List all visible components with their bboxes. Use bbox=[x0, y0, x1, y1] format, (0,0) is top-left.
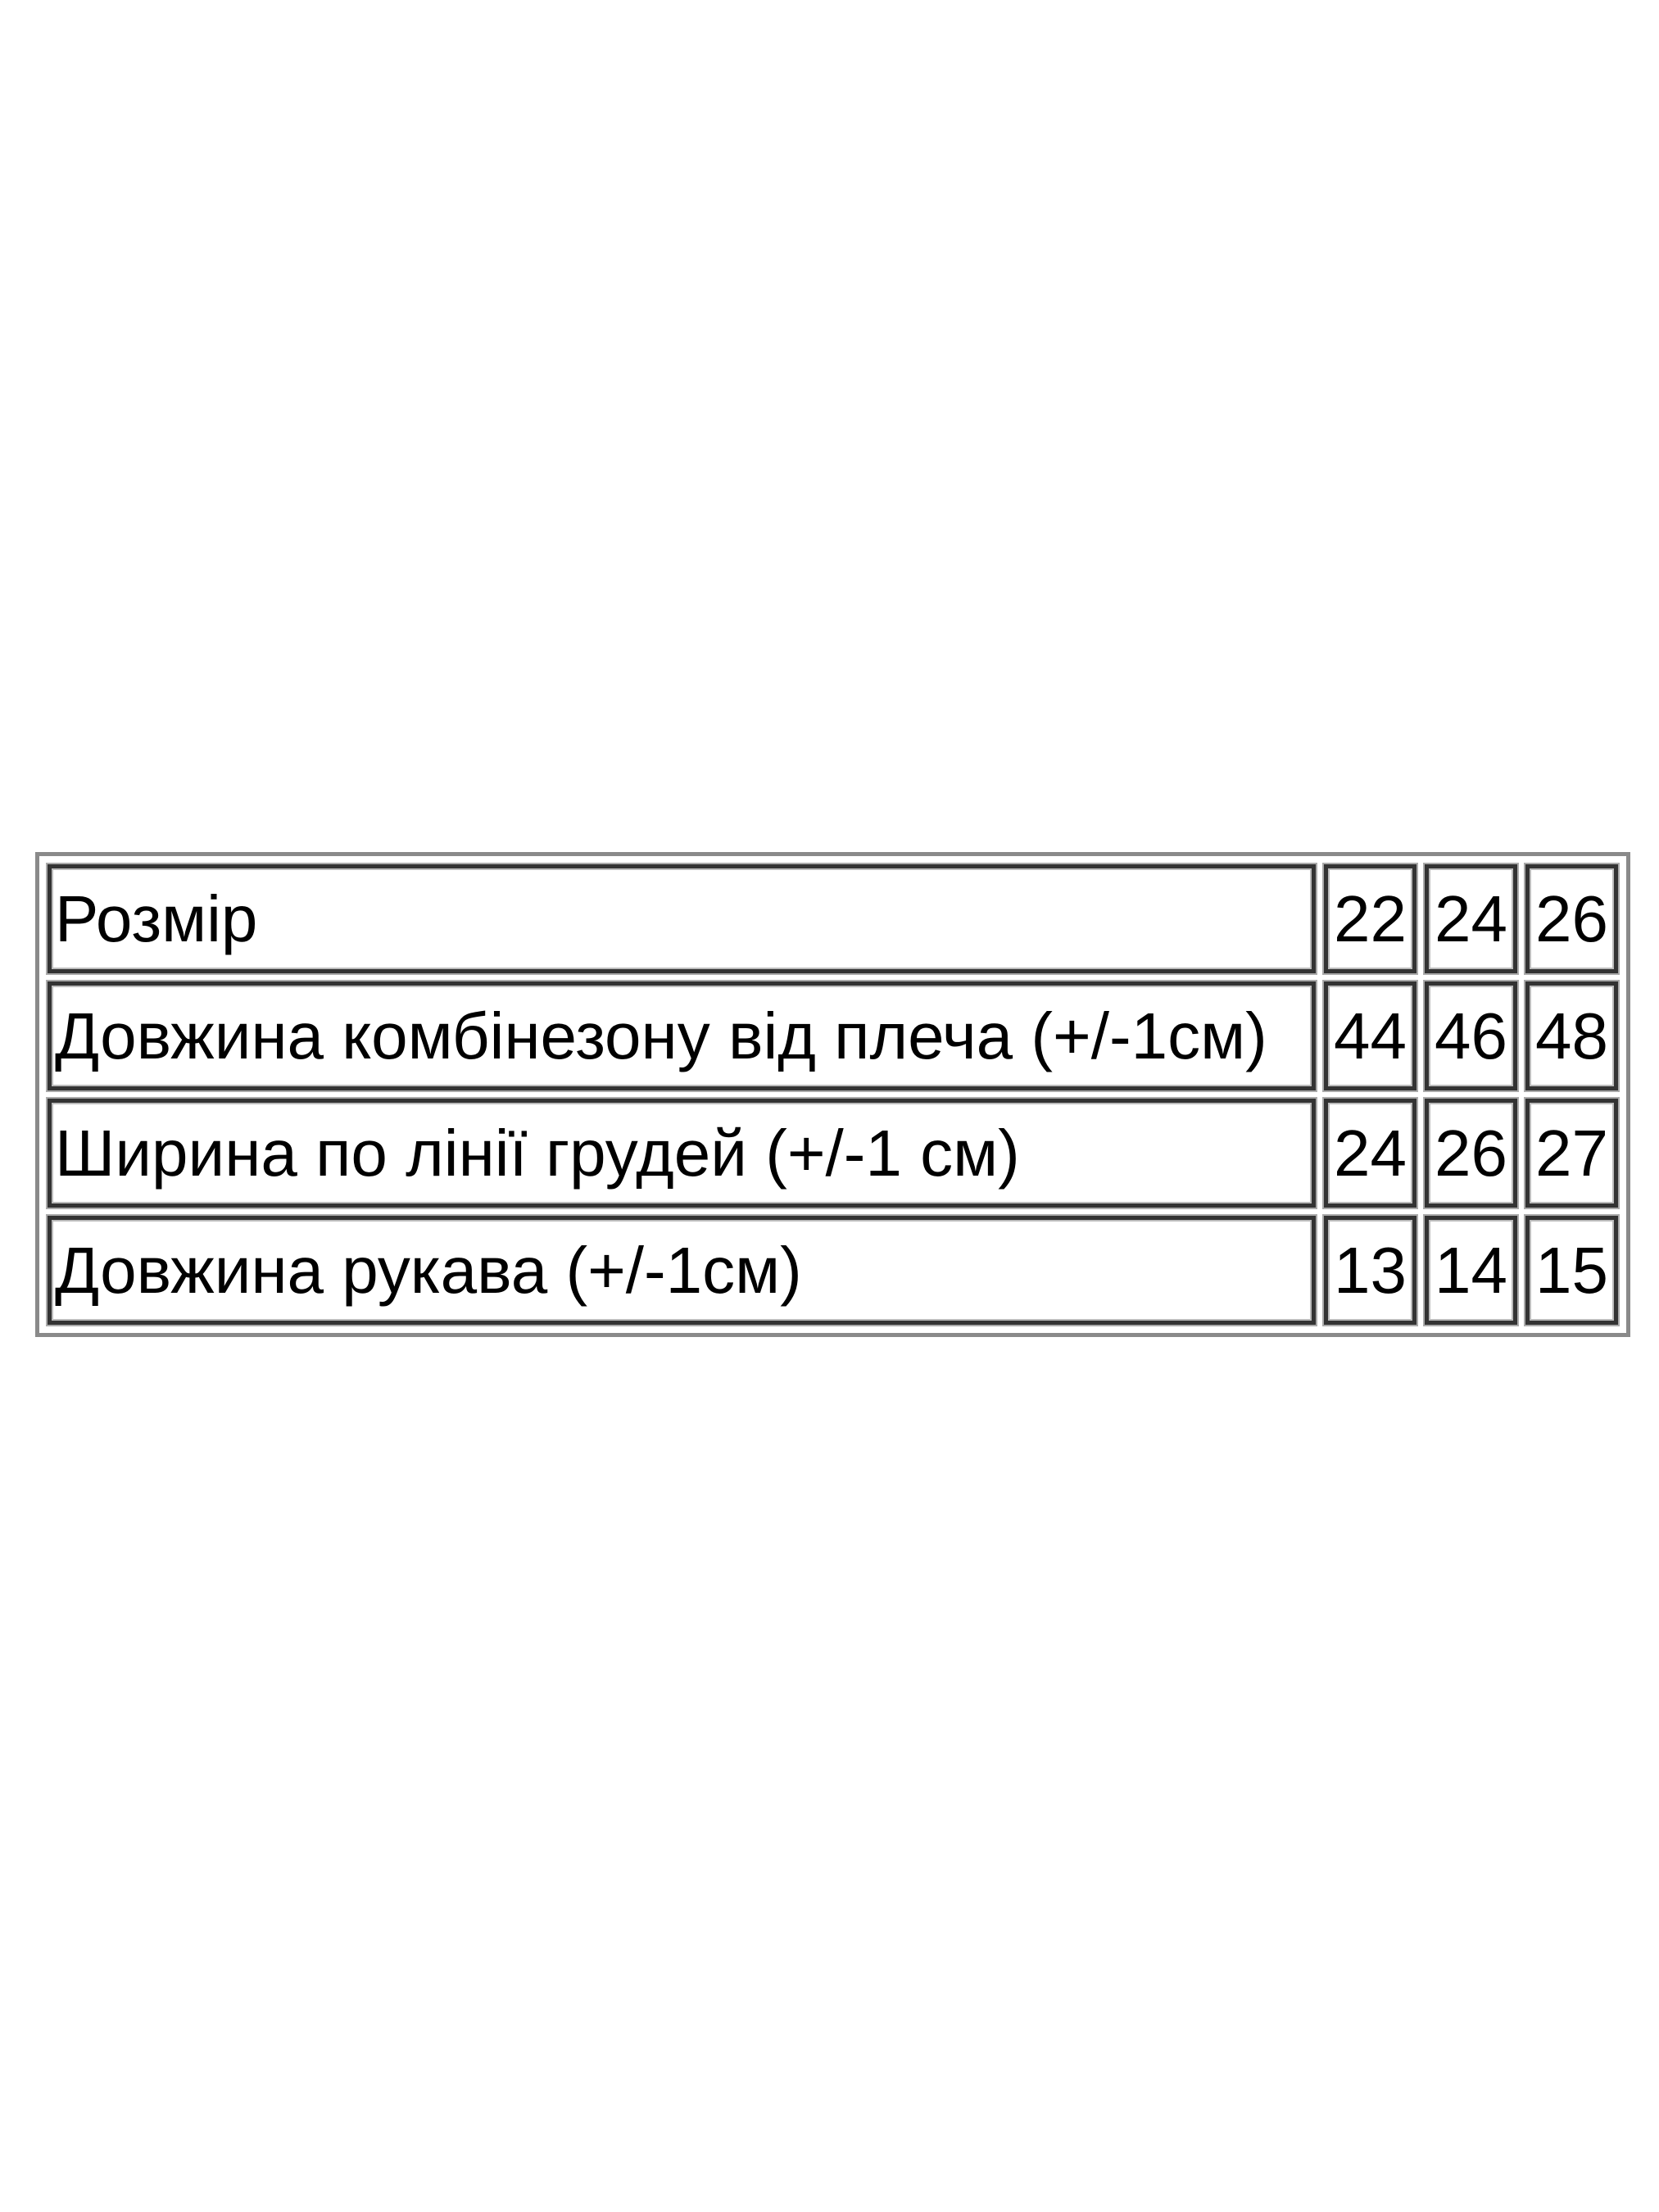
row-label: Розмір bbox=[48, 864, 1316, 973]
cell-value: 15 bbox=[1525, 1216, 1618, 1325]
cell-value: 48 bbox=[1525, 981, 1618, 1090]
size-chart-table: Розмір 22 24 26 Довжина комбінезону від … bbox=[35, 852, 1630, 1337]
cell-value: 27 bbox=[1525, 1099, 1618, 1208]
row-label: Довжина рукава (+/-1см) bbox=[48, 1216, 1316, 1325]
row-label: Ширина по лінії грудей (+/-1 см) bbox=[48, 1099, 1316, 1208]
cell-value: 46 bbox=[1425, 981, 1517, 1090]
table-row-size: Розмір 22 24 26 bbox=[48, 864, 1618, 973]
cell-value: 44 bbox=[1324, 981, 1416, 1090]
cell-value: 26 bbox=[1525, 864, 1618, 973]
table-row-chest-width: Ширина по лінії грудей (+/-1 см) 24 26 2… bbox=[48, 1099, 1618, 1208]
table-row-length: Довжина комбінезону від плеча (+/-1см) 4… bbox=[48, 981, 1618, 1090]
cell-value: 24 bbox=[1425, 864, 1517, 973]
cell-value: 22 bbox=[1324, 864, 1416, 973]
table-row-sleeve-length: Довжина рукава (+/-1см) 13 14 15 bbox=[48, 1216, 1618, 1325]
cell-value: 26 bbox=[1425, 1099, 1517, 1208]
cell-value: 14 bbox=[1425, 1216, 1517, 1325]
cell-value: 13 bbox=[1324, 1216, 1416, 1325]
cell-value: 24 bbox=[1324, 1099, 1416, 1208]
row-label: Довжина комбінезону від плеча (+/-1см) bbox=[48, 981, 1316, 1090]
